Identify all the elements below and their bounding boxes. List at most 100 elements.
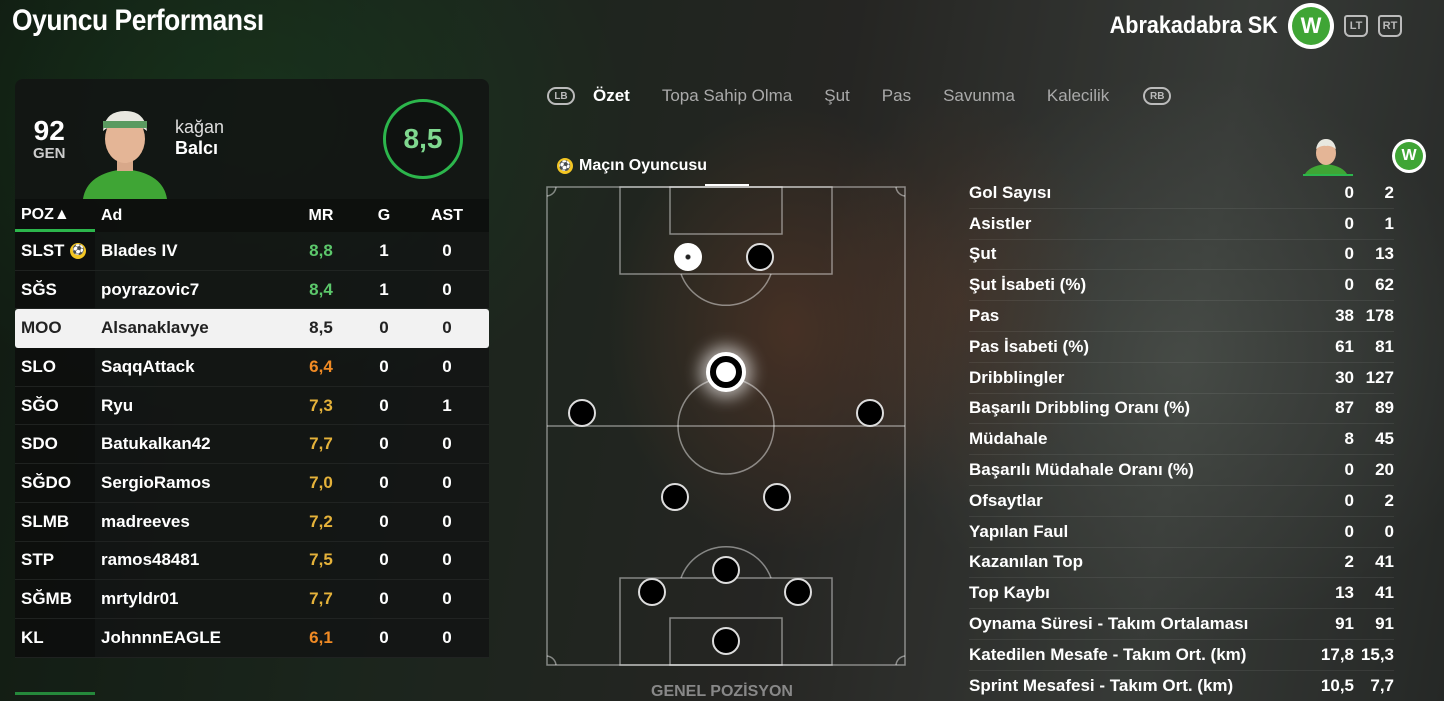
tab-2[interactable]: Şut — [824, 86, 850, 105]
stat-label: Asistler — [969, 213, 1032, 233]
stat-team-value: 62 — [1375, 275, 1394, 295]
player-card: 92 GEN kağan Balcı 8,5 — [15, 79, 489, 199]
row-assists: 0 — [442, 550, 452, 570]
position-marker-slmb[interactable] — [638, 578, 666, 606]
stat-row: Kazanılan Top 2 41 — [969, 548, 1394, 579]
position-marker-slo[interactable] — [568, 399, 596, 427]
name-header[interactable]: Ad — [101, 206, 123, 224]
stat-label: Sprint Mesafesi - Takım Ort. (km) — [969, 675, 1234, 695]
stat-team-value: 127 — [1365, 367, 1394, 387]
row-position: KL — [15, 618, 95, 657]
rt-trigger-icon[interactable]: RT — [1378, 15, 1402, 37]
table-row[interactable]: SLMB madreeves 7,2 0 0 — [15, 502, 489, 542]
stat-player-value: 17,8 — [1320, 644, 1354, 664]
tab-0[interactable]: Özet — [593, 86, 630, 105]
row-position: SĞO — [15, 386, 95, 425]
position-marker-sdo-left[interactable] — [661, 483, 689, 511]
row-player-name: SergioRamos — [101, 472, 211, 492]
table-row[interactable]: KL JohnnnEAGLE 6,1 0 0 — [15, 618, 489, 658]
stat-row: Sprint Mesafesi - Takım Ort. (km) 10,5 7,7 — [969, 671, 1394, 701]
man-of-the-match-label: ⚽ Maçın Oyuncusu — [557, 157, 708, 174]
row-assists: 0 — [442, 240, 452, 260]
stat-team-value: 15,3 — [1360, 644, 1394, 664]
stat-player-value: 0 — [1344, 490, 1354, 510]
man-of-the-match-icon: ⚽ — [70, 242, 87, 259]
row-goals: 0 — [379, 627, 389, 647]
row-rating: 7,3 — [309, 395, 333, 415]
row-position: SLST ⚽ — [15, 232, 95, 270]
table-row[interactable]: STP ramos48481 7,5 0 0 — [15, 541, 489, 581]
table-row[interactable]: SDO Batukalkan42 7,7 0 0 — [15, 425, 489, 465]
table-row[interactable]: SLST ⚽ Blades IV 8,8 1 0 — [15, 232, 489, 271]
row-goals: 1 — [379, 279, 389, 299]
team-crest-icon: W — [1392, 139, 1426, 173]
table-row[interactable]: MOO Alsanaklavye 8,5 0 0 — [15, 309, 489, 349]
row-rating: 7,2 — [309, 511, 333, 531]
stat-label: Pas İsabeti (%) — [969, 336, 1089, 356]
position-marker-sgs[interactable] — [746, 243, 774, 271]
stat-team-value: 45 — [1375, 429, 1394, 449]
row-position: SĞMB — [15, 580, 95, 618]
table-row[interactable]: SLO SaqqAttack 6,4 0 0 — [15, 348, 489, 387]
sort-position-header[interactable]: POZ▲ — [15, 199, 95, 232]
row-rating: 7,7 — [309, 589, 333, 609]
stats-list: Gol Sayısı 0 2 Asistler 0 1 Şut 0 13 Şut İsabeti … — [969, 178, 1394, 701]
stat-player-value: 0 — [1344, 521, 1354, 541]
table-row[interactable]: SĞS poyrazovic7 8,4 1 0 — [15, 270, 489, 310]
row-position: SLMB — [15, 502, 95, 541]
table-row[interactable]: SĞO Ryu 7,3 0 1 — [15, 386, 489, 426]
stat-team-value: 7,7 — [1370, 675, 1394, 695]
position-marker-slst[interactable] — [674, 243, 702, 271]
position-marker-stp[interactable] — [712, 556, 740, 584]
rating-header[interactable]: MR — [308, 206, 334, 224]
assists-header[interactable]: AST — [431, 206, 463, 224]
row-assists: 0 — [442, 279, 452, 299]
table-row[interactable]: SĞDO SergioRamos 7,0 0 0 — [15, 464, 489, 503]
position-marker-sgdo[interactable] — [763, 483, 791, 511]
stat-row: Dribblingler 30 127 — [969, 363, 1394, 394]
stat-row: Şut İsabeti (%) 0 62 — [969, 270, 1394, 302]
club-name: Abrakadabra SK — [1109, 12, 1278, 39]
stat-row: Pas İsabeti (%) 61 81 — [969, 332, 1394, 363]
goals-header[interactable]: G — [377, 206, 391, 224]
lt-trigger-icon[interactable]: LT — [1344, 15, 1368, 37]
position-marker-kl[interactable] — [712, 627, 740, 655]
row-goals: 0 — [379, 356, 389, 376]
stat-label: Başarılı Dribbling Oranı (%) — [969, 398, 1191, 418]
row-assists: 0 — [442, 589, 452, 609]
tab-4[interactable]: Savunma — [943, 86, 1015, 105]
stat-team-value: 1 — [1384, 213, 1394, 233]
lb-bumper-icon[interactable]: LB — [547, 87, 575, 105]
row-rating: 7,5 — [309, 550, 333, 570]
row-assists: 0 — [442, 318, 452, 338]
row-goals: 0 — [379, 589, 389, 609]
position-marker-sgmb[interactable] — [784, 578, 812, 606]
position-marker-moo-selected[interactable] — [706, 352, 746, 392]
row-player-name: JohnnnEAGLE — [101, 627, 221, 647]
stat-player-value: 91 — [1335, 614, 1354, 634]
stat-label: Yapılan Faul — [969, 521, 1069, 541]
row-position: MOO — [21, 318, 62, 338]
stat-player-value: 0 — [1344, 213, 1354, 233]
rb-bumper-icon[interactable]: RB — [1143, 87, 1172, 105]
stat-row: Şut 0 13 — [969, 240, 1394, 271]
tab-3[interactable]: Pas — [881, 86, 912, 105]
tab-1[interactable]: Topa Sahip Olma — [661, 86, 793, 105]
row-rating: 8,8 — [309, 240, 333, 260]
row-rating: 6,4 — [309, 356, 333, 376]
row-player-name: ramos48481 — [101, 550, 200, 570]
table-row[interactable]: SĞMB mrtyldr01 7,7 0 0 — [15, 580, 489, 619]
row-player-name: Alsanaklavye — [101, 318, 209, 338]
row-goals: 1 — [379, 240, 389, 260]
stat-label: Gol Sayısı — [969, 182, 1052, 202]
club-crest-icon: W — [1288, 3, 1334, 49]
position-marker-sgo[interactable] — [856, 399, 884, 427]
stat-player-value: 38 — [1335, 306, 1354, 326]
stat-label: Top Kaybı — [969, 583, 1050, 603]
stat-row: Başarılı Dribbling Oranı (%) 87 89 — [969, 394, 1394, 425]
row-rating: 8,4 — [309, 279, 333, 299]
stat-label: Şut — [969, 244, 997, 264]
tab-5[interactable]: Kalecilik — [1046, 86, 1110, 105]
stat-team-value: 0 — [1384, 521, 1394, 541]
page-title: Oyuncu Performansı — [12, 4, 264, 37]
